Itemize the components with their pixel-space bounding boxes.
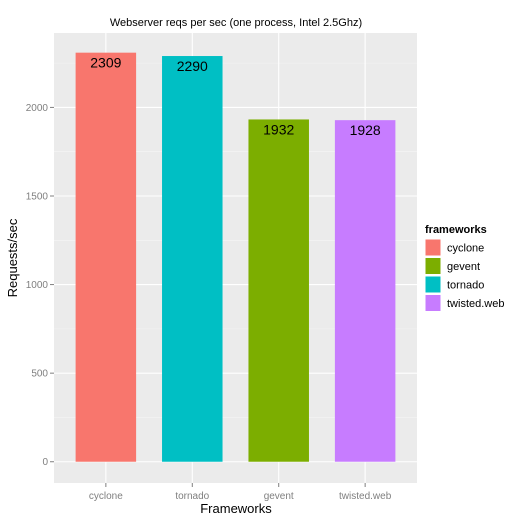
- bar-cyclone: [75, 52, 137, 462]
- legend-key: [424, 238, 442, 257]
- data-label: 1928: [350, 122, 381, 138]
- data-label: 1932: [263, 121, 294, 137]
- legend-label: gevent: [447, 261, 480, 273]
- y-tick-label: 1000: [26, 280, 49, 291]
- data-labels: 2309 2290 1932 1928: [90, 55, 381, 139]
- bar-tornado: [162, 56, 223, 462]
- legend-key: [424, 275, 442, 294]
- legend-label: cyclone: [447, 243, 484, 255]
- data-label: 2290: [177, 58, 208, 74]
- legend-title: frameworks: [425, 224, 487, 236]
- chart-title: Webserver reqs per sec (one process, Int…: [110, 17, 362, 29]
- x-tick-label: twisted.web: [339, 491, 392, 502]
- x-axis-title: Frameworks: [200, 501, 272, 516]
- legend-label: twisted.web: [447, 298, 504, 310]
- x-axis-ticks: cyclone tornado gevent twisted.web: [89, 483, 392, 502]
- x-tick-label: cyclone: [89, 491, 123, 502]
- x-tick-label: tornado: [175, 491, 209, 502]
- y-tick-label: 500: [31, 369, 48, 380]
- data-label: 2309: [90, 55, 121, 71]
- y-tick-label: 0: [42, 457, 48, 468]
- y-axis-title: Requests/sec: [5, 218, 20, 297]
- legend: frameworks cyclone gevent tornado twisted.w…: [424, 224, 504, 312]
- y-tick-label: 1500: [26, 191, 49, 202]
- y-axis-ticks: 0 500 1000 1500 2000: [26, 103, 54, 468]
- legend-key: [424, 294, 442, 312]
- legend-key: [424, 257, 442, 275]
- y-tick-label: 2000: [26, 103, 49, 114]
- x-tick-label: gevent: [264, 491, 294, 502]
- legend-label: tornado: [447, 280, 484, 292]
- bar-gevent: [248, 119, 309, 462]
- bars: [75, 52, 396, 462]
- bar-twisted.web: [334, 120, 396, 462]
